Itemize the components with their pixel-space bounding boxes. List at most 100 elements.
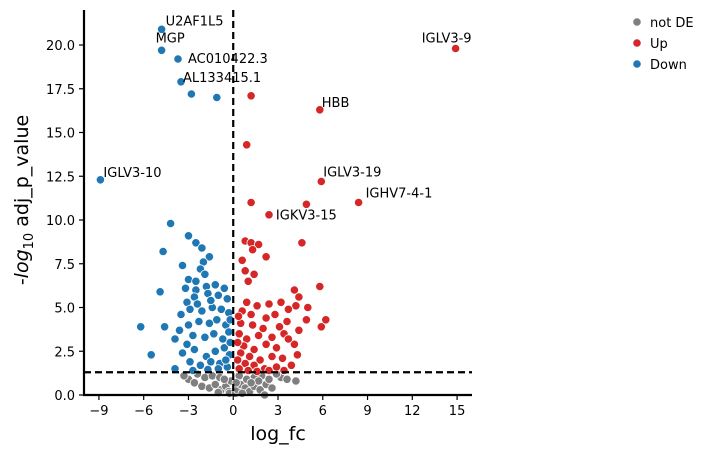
- point-down: [185, 357, 195, 367]
- point-down: [185, 304, 195, 314]
- y-tick-labels: 0.0 2.5 5.0 7.5 10.0 12.5 15.0 17.5 20.0: [46, 39, 75, 404]
- point-not-de: [210, 379, 220, 390]
- point-up: [450, 43, 461, 54]
- y-tick-label: 15.0: [46, 127, 75, 142]
- point-up: [243, 276, 253, 286]
- point-up: [282, 316, 292, 327]
- point-up: [301, 199, 311, 209]
- point-down: [204, 318, 214, 328]
- point-up: [242, 297, 252, 307]
- x-tick-label: 6: [319, 404, 327, 419]
- point-not-de: [254, 376, 264, 386]
- point-up: [264, 299, 274, 309]
- point-up: [233, 311, 244, 321]
- point-up: [289, 285, 299, 295]
- point-up: [246, 309, 256, 320]
- y-tick-label: 12.5: [46, 170, 75, 185]
- point-up: [274, 322, 285, 332]
- x-tick-label: 0: [229, 404, 237, 419]
- point-up: [255, 355, 265, 365]
- point-up: [315, 281, 325, 292]
- point-up: [316, 176, 326, 187]
- point-down: [219, 343, 229, 353]
- gene-label: IGLV3-19: [323, 166, 381, 181]
- point-down: [191, 276, 201, 286]
- point-up: [243, 365, 253, 376]
- point-down: [218, 334, 228, 344]
- gene-label: AC010422.3: [188, 52, 268, 67]
- legend-label: Down: [650, 58, 687, 73]
- y-axis-title: -log10 adj_p_value: [11, 115, 37, 285]
- point-up: [267, 332, 277, 342]
- point-down: [173, 54, 183, 64]
- point-down: [212, 315, 222, 325]
- point-up: [291, 301, 301, 311]
- gene-label: HBB: [322, 96, 350, 111]
- point-down: [204, 252, 214, 262]
- point-not-de: [291, 376, 301, 386]
- point-up: [242, 140, 252, 150]
- point-up: [303, 302, 313, 313]
- point-not-de: [219, 374, 229, 384]
- point-up: [252, 301, 262, 311]
- point-down: [176, 309, 186, 320]
- point-up: [261, 252, 271, 262]
- point-up: [301, 315, 311, 325]
- gene-label: IGHV7-4-1: [366, 187, 433, 202]
- point-up: [245, 351, 255, 362]
- point-down: [177, 260, 188, 271]
- point-up: [233, 355, 243, 365]
- x-tick-label: −3: [179, 404, 198, 419]
- gene-label: AL133415.1: [183, 71, 261, 86]
- point-down: [212, 92, 222, 103]
- point-up: [246, 91, 256, 101]
- threshold-lines: [84, 10, 472, 395]
- y-tick-label: 7.5: [54, 258, 75, 273]
- point-not-de: [189, 378, 199, 388]
- point-up: [270, 309, 280, 320]
- point-down: [177, 348, 188, 358]
- point-down: [210, 280, 220, 290]
- point-down: [176, 77, 186, 87]
- point-down: [194, 316, 204, 327]
- y-tick-label: 0.0: [54, 389, 75, 404]
- point-up: [316, 322, 326, 332]
- legend-marker: [632, 38, 642, 48]
- point-up: [264, 210, 274, 220]
- point-down: [221, 355, 231, 365]
- point-up: [249, 269, 259, 279]
- point-up: [237, 255, 247, 265]
- point-down: [157, 45, 167, 55]
- point-up: [297, 238, 307, 248]
- point-up: [234, 329, 244, 339]
- y-tick-label: 17.5: [46, 83, 75, 98]
- point-up: [321, 315, 331, 325]
- point-down: [170, 334, 180, 344]
- point-down: [183, 320, 194, 330]
- x-tick-labels: −9 −6 −3 0 3 6 9 12 15: [89, 404, 465, 419]
- point-up: [286, 360, 296, 370]
- point-down: [160, 322, 170, 332]
- point-not-de: [246, 378, 256, 388]
- point-up: [292, 350, 302, 360]
- point-down: [182, 339, 192, 349]
- y-tick-label: 20.0: [46, 39, 75, 54]
- point-up: [261, 339, 271, 349]
- point-down: [180, 283, 191, 293]
- point-down: [174, 325, 185, 335]
- y-tick-label: 5.0: [54, 302, 75, 317]
- point-down: [216, 304, 226, 314]
- x-tick-label: 3: [274, 404, 282, 419]
- x-tick-label: 15: [449, 404, 466, 419]
- point-down: [95, 175, 106, 185]
- point-up: [254, 239, 264, 250]
- point-down: [206, 357, 216, 367]
- x-tick-label: 12: [404, 404, 421, 419]
- x-tick-label: −9: [89, 404, 108, 419]
- point-not-de: [267, 383, 277, 393]
- point-down: [219, 283, 229, 293]
- point-up: [233, 337, 243, 348]
- point-not-de: [197, 381, 207, 391]
- point-down: [197, 243, 207, 253]
